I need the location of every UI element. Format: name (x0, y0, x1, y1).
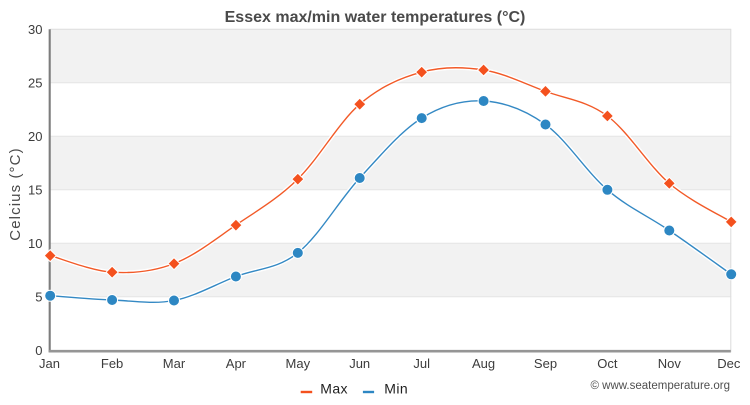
svg-text:Mar: Mar (163, 356, 186, 371)
svg-text:Nov: Nov (658, 356, 682, 371)
svg-text:Jun: Jun (349, 356, 370, 371)
svg-text:Sep: Sep (534, 356, 557, 371)
svg-text:Feb: Feb (101, 356, 123, 371)
svg-text:25: 25 (28, 75, 42, 90)
svg-text:Oct: Oct (597, 356, 618, 371)
svg-text:May: May (286, 356, 311, 371)
svg-text:Max: Max (320, 381, 348, 397)
svg-text:Dec: Dec (717, 356, 741, 371)
svg-text:Celcius (°C): Celcius (°C) (7, 147, 24, 240)
svg-text:Aug: Aug (472, 356, 495, 371)
svg-text:20: 20 (28, 129, 42, 144)
svg-text:0: 0 (35, 343, 42, 358)
svg-text:© www.seatemperature.org: © www.seatemperature.org (590, 380, 730, 392)
svg-text:30: 30 (28, 22, 42, 37)
svg-text:10: 10 (28, 236, 42, 251)
svg-text:Min: Min (384, 381, 408, 397)
svg-text:15: 15 (28, 182, 42, 197)
svg-text:Jan: Jan (39, 356, 60, 371)
svg-text:Essex max/min water temperatur: Essex max/min water temperatures (°C) (225, 9, 526, 26)
svg-text:Apr: Apr (226, 356, 247, 371)
svg-text:5: 5 (35, 289, 42, 304)
svg-text:Jul: Jul (413, 356, 430, 371)
